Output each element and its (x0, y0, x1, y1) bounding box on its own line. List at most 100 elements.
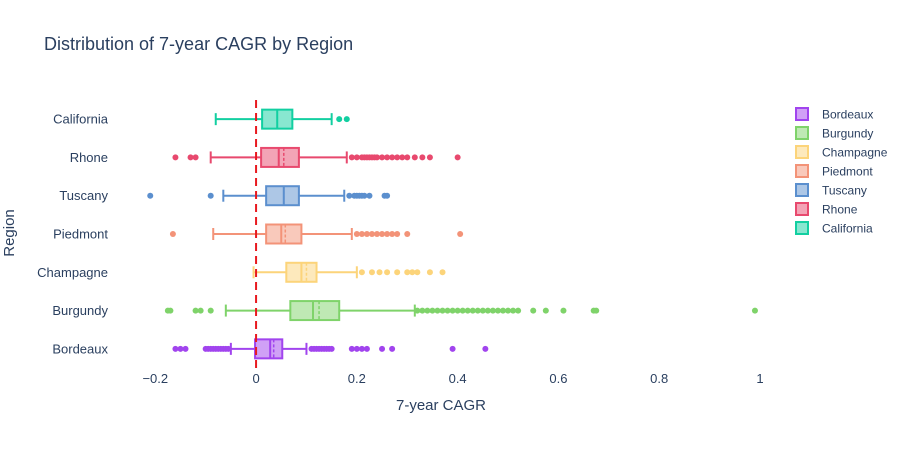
outlier-point (429, 307, 436, 314)
outlier-point (192, 307, 199, 314)
y-tick-label: Piedmont (53, 227, 108, 242)
legend-swatch (795, 126, 809, 140)
outlier-point (177, 345, 184, 352)
legend-swatch (795, 145, 809, 159)
legend-label: Champagne (822, 146, 888, 160)
outlier-point (449, 345, 456, 352)
iqr-box (265, 223, 303, 245)
outlier-point (394, 231, 401, 237)
legend-label: Burgundy (822, 127, 873, 141)
x-tick-label: 0.8 (650, 371, 668, 386)
outlier-point (167, 307, 174, 314)
legend-item-tuscany: Tuscany (795, 183, 867, 198)
outlier-point (147, 192, 154, 199)
y-tick-label: Champagne (37, 265, 108, 280)
outlier-point (434, 307, 441, 314)
y-tick-label: California (53, 112, 109, 127)
outlier-point (374, 154, 381, 161)
outlier-point (404, 269, 411, 276)
legend-label: Bordeaux (822, 108, 873, 122)
series-bordeaux (172, 338, 489, 360)
outlier-point (348, 154, 355, 161)
legend-item-burgundy: Burgundy (795, 126, 873, 141)
outlier-point (499, 307, 506, 314)
outlier-point (424, 307, 431, 314)
outlier-point (479, 307, 486, 314)
series-piedmont (169, 223, 464, 245)
iqr-box (254, 338, 284, 360)
outlier-point (353, 345, 360, 352)
outlier-point (469, 307, 476, 314)
outlier-point (414, 307, 421, 314)
legend-item-bordeaux: Bordeaux (795, 107, 873, 122)
iqr-box (260, 146, 300, 168)
legend-swatch (795, 183, 809, 197)
outlier-point (484, 307, 491, 314)
chart-title: Distribution of 7-year CAGR by Region (44, 34, 353, 54)
outlier-point (172, 345, 179, 352)
outlier-point (389, 345, 396, 352)
plot-area (147, 100, 758, 368)
outlier-point (192, 154, 199, 161)
legend-item-california: California (795, 221, 873, 236)
outlier-point (454, 154, 461, 161)
outlier-point (489, 307, 496, 314)
outlier-point (346, 192, 353, 199)
y-tick-label: Tuscany (59, 188, 108, 203)
outlier-point (389, 231, 396, 237)
series-burgundy (164, 300, 758, 322)
legend-label: California (822, 222, 873, 236)
outlier-point (449, 307, 456, 314)
outlier-point (414, 269, 421, 276)
legend-label: Tuscany (822, 184, 867, 198)
legend-swatch (795, 221, 809, 235)
y-tick-label: Burgundy (52, 303, 108, 318)
legend-swatch (795, 202, 809, 216)
legend-label: Rhone (822, 203, 858, 217)
outlier-point (358, 231, 365, 237)
outlier-point (494, 307, 501, 314)
outlier-point (394, 154, 401, 161)
outlier-point (187, 154, 194, 161)
outlier-point (419, 307, 426, 314)
outlier-point (510, 307, 517, 314)
series-tuscany (147, 185, 391, 207)
legend: Bordeaux Burgundy Champagne Piedmont Tuscany… (795, 107, 888, 236)
outlier-point (593, 307, 600, 314)
outlier-point (379, 231, 386, 237)
outlier-point (474, 307, 481, 314)
outlier-point (399, 154, 406, 161)
outlier-point (368, 231, 375, 237)
outlier-point (368, 269, 375, 276)
x-tick-label: 0.2 (348, 371, 366, 386)
legend-item-rhone: Rhone (795, 202, 858, 217)
outlier-point (454, 307, 461, 314)
legend-label: Piedmont (822, 165, 873, 179)
outlier-point (182, 345, 189, 352)
legend-item-champagne: Champagne (795, 145, 888, 160)
outlier-point (751, 307, 758, 314)
outlier-point (384, 269, 391, 276)
legend-swatch (795, 107, 809, 121)
outlier-point (439, 269, 446, 276)
y-tick-label: Bordeaux (52, 341, 108, 356)
outlier-point (379, 154, 386, 161)
y-axis-title: Region (1, 209, 18, 257)
x-tick-label: 1 (756, 371, 763, 386)
iqr-box (289, 300, 341, 322)
outlier-point (348, 345, 355, 352)
outlier-point (389, 154, 396, 161)
outlier-point (419, 154, 426, 161)
x-tick-label: 0 (252, 371, 259, 386)
outlier-point (197, 307, 204, 314)
outlier-point (515, 307, 522, 314)
outlier-point (207, 192, 214, 199)
outlier-point (363, 345, 370, 352)
outlier-point (169, 231, 176, 237)
outlier-point (404, 231, 411, 237)
outlier-point (374, 231, 381, 237)
outlier-point (361, 192, 368, 199)
outlier-point (172, 154, 179, 161)
